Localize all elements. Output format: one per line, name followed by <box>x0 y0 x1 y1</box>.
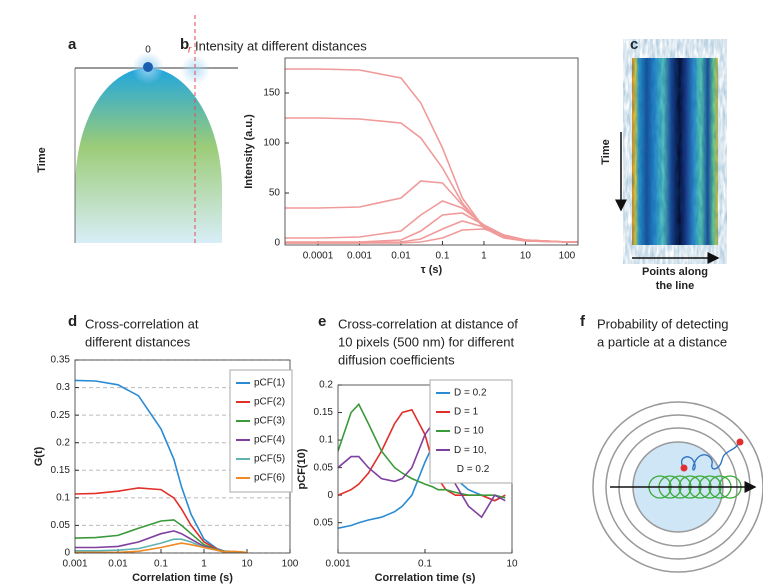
y-tick-label: 0.1 <box>56 492 70 503</box>
particle-path <box>680 441 741 471</box>
y-tick-label: 0.15 <box>51 465 71 476</box>
particle <box>680 464 688 472</box>
y-tick-label: 0 <box>327 490 333 501</box>
y-tick-label: 0.05 <box>51 520 71 531</box>
series-line <box>75 379 248 553</box>
legend-label: pCF(6) <box>254 473 285 484</box>
y-tick-label: 0.05 <box>314 462 334 473</box>
x-tick-label: 0.1 <box>154 559 168 570</box>
series-line <box>285 228 578 244</box>
y-tick-label: 150 <box>263 88 280 99</box>
time-label: Time <box>600 139 612 164</box>
x-tick-label: 0.001 <box>347 251 372 262</box>
x-tick-label: 0.1 <box>436 251 450 262</box>
x-tick-label: 0.0001 <box>303 251 334 262</box>
panel-letter: a <box>68 36 77 53</box>
legend-box <box>229 369 293 493</box>
legend-label: D = 10 <box>454 426 484 437</box>
distance-label: r <box>188 45 192 56</box>
x-axis-label: Correlation time (s) <box>375 572 476 584</box>
y-axis-label: Intensity (a.u.) <box>243 114 255 189</box>
y-tick-label: 100 <box>263 138 280 149</box>
y-tick-label: 0 <box>64 548 70 559</box>
legend-label: D = 1 <box>454 407 479 418</box>
panel-letter: c <box>630 36 638 53</box>
y-tick-label: 50 <box>269 188 281 199</box>
ring <box>592 401 763 573</box>
panel-letter: d <box>68 313 77 330</box>
x-tick-label: 0.001 <box>325 559 350 570</box>
series-line <box>285 68 578 243</box>
legend-label: pCF(4) <box>254 435 285 446</box>
plot-frame <box>284 57 579 246</box>
legend-label: pCF(1) <box>254 378 285 389</box>
x-tick-label: 10 <box>241 559 253 570</box>
legend-label: pCF(5) <box>254 454 285 465</box>
x-tick-label: 100 <box>559 251 576 262</box>
y-tick-label: 0.1 <box>319 435 333 446</box>
series-line <box>338 422 506 519</box>
x-axis-label: Correlation time (s) <box>132 572 233 584</box>
x-tick-label: 10 <box>506 559 518 570</box>
y-tick-label: 0.05 <box>314 517 334 528</box>
points-label: Points along <box>642 266 708 278</box>
x-tick-label: 0.01 <box>391 251 411 262</box>
y-tick-label: 0 <box>274 238 280 249</box>
x-tick-label: 100 <box>282 559 299 570</box>
y-tick-label: 0.35 <box>51 355 71 366</box>
panel-letter: f <box>580 313 586 330</box>
y-tick-label: 0.15 <box>314 407 334 418</box>
chart-title: diffusion coefficients <box>338 352 455 367</box>
y-axis-label: pCF(10) <box>296 448 308 489</box>
legend-label: pCF(3) <box>254 416 285 427</box>
y-tick-label: 0.25 <box>51 410 71 421</box>
particle <box>143 62 153 72</box>
chart-title: Cross-correlation at <box>85 316 199 331</box>
x-tick-label: 10 <box>520 251 532 262</box>
x-tick-label: 0.001 <box>62 559 87 570</box>
y-tick-label: 0.3 <box>56 382 70 393</box>
particle-glow <box>180 55 210 85</box>
y-tick-label: 0.2 <box>56 437 70 448</box>
x-tick-label: 1 <box>201 559 207 570</box>
panel-title: Probability of detecting <box>597 316 729 331</box>
time-label: Time <box>36 147 48 172</box>
x-tick-label: 1 <box>481 251 487 262</box>
legend-label: D = 10, D = 0.2 <box>454 445 490 475</box>
series-line <box>338 402 506 499</box>
y-axis-label: G(t) <box>33 446 45 466</box>
chart-title: 10 pixels (500 nm) for different <box>338 334 514 349</box>
x-axis-label: τ (s) <box>421 264 443 276</box>
panel-letter: b <box>180 36 189 53</box>
origin-label: 0 <box>145 45 151 56</box>
y-tick-label: 0.2 <box>319 380 333 391</box>
series-line <box>75 542 248 553</box>
x-tick-label: 0.1 <box>418 559 432 570</box>
time-dome <box>75 68 222 243</box>
legend-label: pCF(2) <box>254 397 285 408</box>
series-line <box>338 444 506 529</box>
x-tick-label: 0.01 <box>108 559 128 570</box>
chart-title: Cross-correlation at distance of <box>338 316 518 331</box>
kymograph-noise <box>632 58 718 245</box>
particle <box>736 438 744 446</box>
chart-title: Intensity at different distances <box>195 38 367 53</box>
points-label: the line <box>656 280 695 292</box>
series-line <box>285 180 578 243</box>
legend-label: D = 0.2 <box>454 388 487 399</box>
panel-title: a particle at a distance <box>597 334 727 349</box>
panel-letter: e <box>318 313 326 330</box>
chart-title: different distances <box>85 334 191 349</box>
